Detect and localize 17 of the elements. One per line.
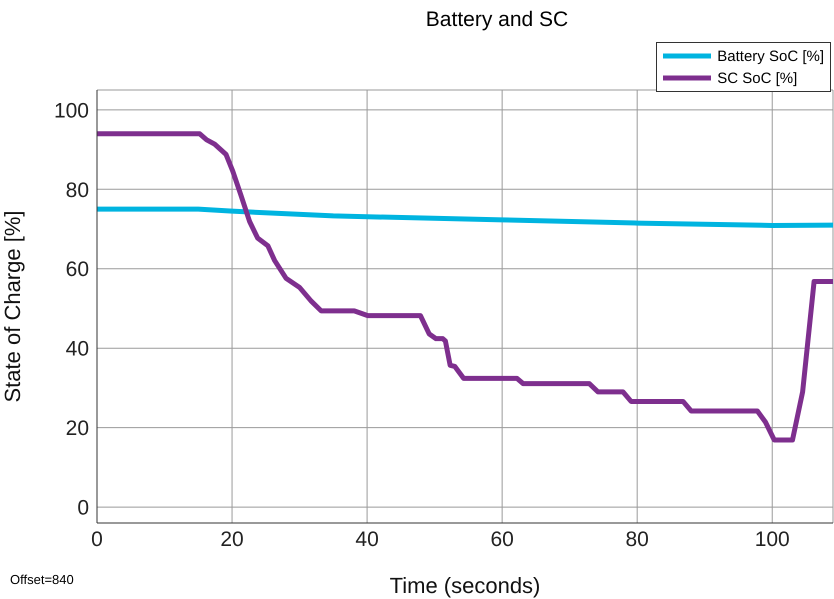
legend-label: SC SoC [%] xyxy=(717,70,798,86)
y-tick-label: 80 xyxy=(66,178,89,202)
x-tick-label: 40 xyxy=(355,528,379,551)
chart-title: Battery and SC xyxy=(424,8,570,32)
y-tick-label: 100 xyxy=(54,99,89,122)
y-axis-title: State of Charge [%] xyxy=(0,210,25,402)
x-tick-label: 20 xyxy=(220,528,244,551)
y-tick-label: 0 xyxy=(77,496,89,520)
x-tick-label: 80 xyxy=(626,528,649,551)
x-tick-label: 60 xyxy=(490,528,514,551)
x-axis-title: Time (seconds) xyxy=(390,573,540,598)
y-tick-label: 60 xyxy=(66,258,89,282)
y-tick-label: 40 xyxy=(66,338,89,361)
text: Offset=840 xyxy=(10,572,74,587)
legend-label: Battery SoC [%] xyxy=(717,48,824,64)
y-tick-label: 20 xyxy=(66,417,89,440)
x-tick-label: 100 xyxy=(754,528,790,551)
